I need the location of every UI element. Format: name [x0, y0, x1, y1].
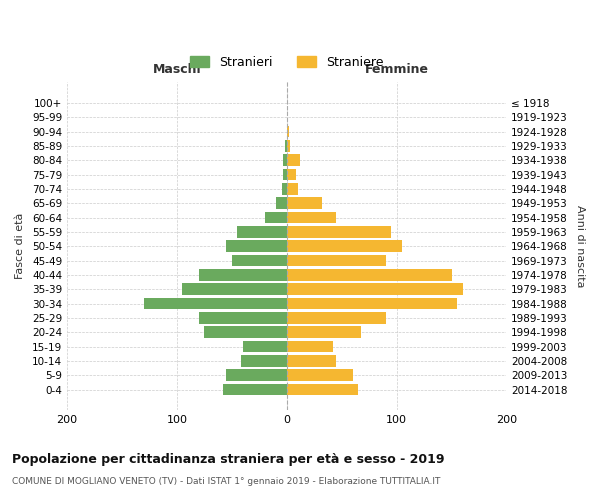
Y-axis label: Fasce di età: Fasce di età — [15, 213, 25, 280]
Bar — [232, 255, 287, 266]
Bar — [243, 341, 287, 352]
Bar — [287, 284, 463, 295]
Y-axis label: Anni di nascita: Anni di nascita — [575, 205, 585, 288]
Bar — [287, 255, 386, 266]
Bar — [287, 140, 290, 151]
Bar — [287, 240, 402, 252]
Bar — [223, 384, 287, 395]
Bar — [283, 154, 287, 166]
Bar — [287, 154, 300, 166]
Text: Maschi: Maschi — [152, 62, 201, 76]
Bar — [287, 169, 296, 180]
Bar — [284, 140, 287, 151]
Bar — [144, 298, 287, 309]
Text: Popolazione per cittadinanza straniera per età e sesso - 2019: Popolazione per cittadinanza straniera p… — [12, 452, 445, 466]
Bar — [276, 198, 287, 209]
Bar — [287, 212, 336, 224]
Bar — [238, 226, 287, 237]
Bar — [287, 198, 322, 209]
Bar — [287, 370, 353, 381]
Bar — [205, 326, 287, 338]
Bar — [287, 269, 452, 280]
Bar — [287, 384, 358, 395]
Bar — [182, 284, 287, 295]
Text: Femmine: Femmine — [365, 62, 428, 76]
Bar — [287, 312, 386, 324]
Bar — [199, 312, 287, 324]
Bar — [287, 126, 289, 138]
Bar — [287, 226, 391, 237]
Bar — [283, 169, 287, 180]
Bar — [287, 298, 457, 309]
Bar — [287, 183, 298, 194]
Bar — [287, 341, 333, 352]
Legend: Stranieri, Straniere: Stranieri, Straniere — [190, 56, 383, 68]
Bar — [241, 355, 287, 366]
Bar — [226, 370, 287, 381]
Bar — [287, 355, 336, 366]
Bar — [287, 326, 361, 338]
Text: COMUNE DI MOGLIANO VENETO (TV) - Dati ISTAT 1° gennaio 2019 - Elaborazione TUTTI: COMUNE DI MOGLIANO VENETO (TV) - Dati IS… — [12, 478, 440, 486]
Bar — [283, 183, 287, 194]
Bar — [226, 240, 287, 252]
Bar — [265, 212, 287, 224]
Bar — [199, 269, 287, 280]
